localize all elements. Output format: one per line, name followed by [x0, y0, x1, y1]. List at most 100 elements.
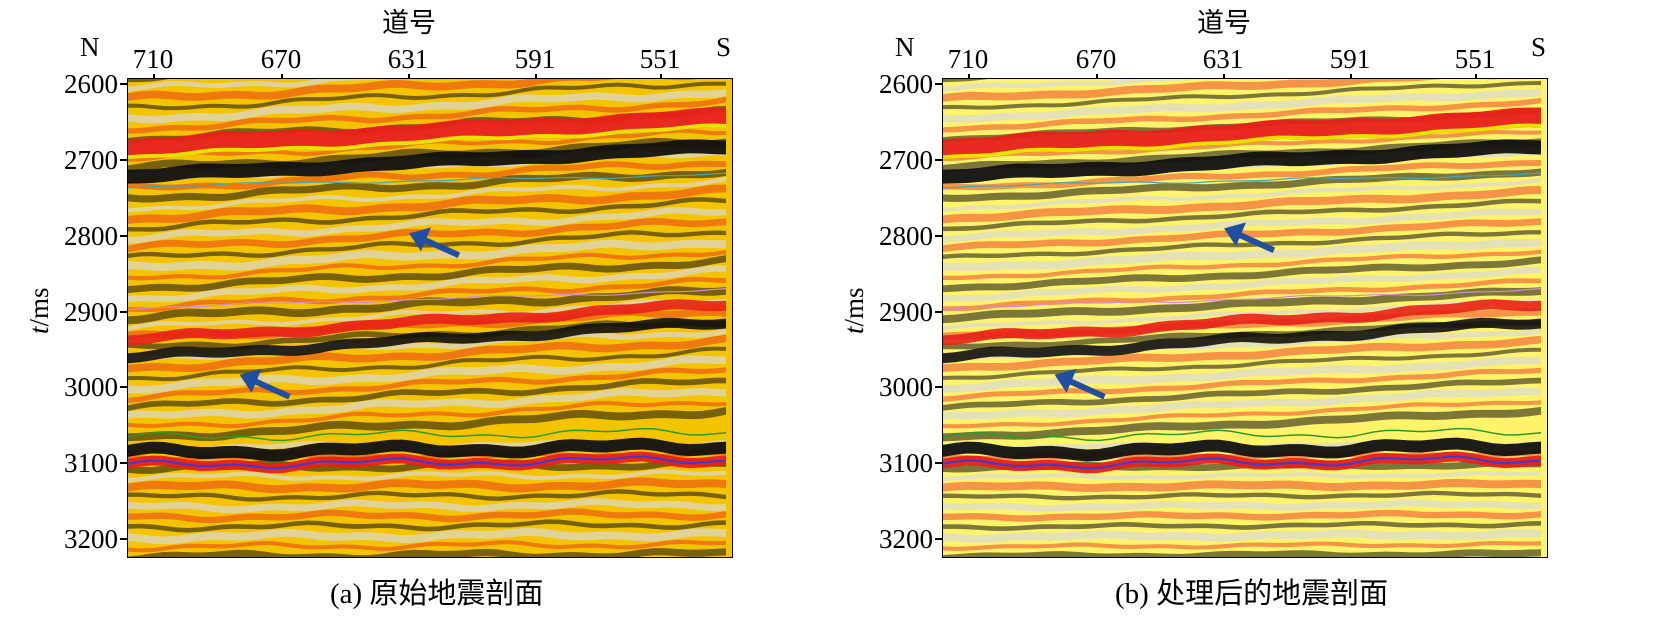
y-tick-label: 2600 [64, 69, 118, 99]
reflector [128, 255, 727, 294]
y-tick-label: 3000 [879, 372, 933, 402]
reflector [128, 377, 727, 412]
reflector [128, 176, 727, 213]
south-label: S [716, 32, 732, 62]
reflector [943, 509, 1542, 522]
reflector [943, 540, 1542, 551]
reflector [128, 539, 727, 553]
reflector [943, 88, 1542, 123]
y-tick-mark [120, 538, 128, 540]
x-axis-title: 道号 [1197, 8, 1251, 38]
y-tick-mark [120, 386, 128, 388]
reflector [128, 89, 727, 124]
reflector [943, 230, 1542, 260]
reflector [128, 277, 727, 313]
y-tick-label: 2900 [879, 297, 933, 327]
horizon-line [128, 455, 727, 470]
reflector [943, 549, 1542, 557]
arrow-icon [239, 368, 291, 400]
y-tick-label: 2600 [879, 69, 933, 99]
y-axis-label-italic: t [839, 326, 869, 334]
reflector [943, 266, 1542, 302]
strong-reflector [943, 299, 1542, 346]
reflector [128, 79, 383, 92]
horizon-line [943, 288, 1542, 311]
y-axis-label-italic: t [24, 326, 54, 334]
y-tick-label: 2800 [879, 221, 933, 251]
strong-reflector [943, 107, 1542, 160]
y-tick-label: 3100 [879, 448, 933, 478]
arrow-icon [1054, 368, 1106, 400]
arrow-icon [409, 227, 461, 258]
y-axis-label-unit: /ms [839, 287, 869, 327]
horizon-line [943, 172, 1542, 189]
reflector [128, 79, 701, 102]
north-label: N [80, 32, 100, 62]
x-tick-label: 591 [1329, 44, 1371, 74]
panel-processed: 道号 N S 710 670 631 591 551 2600 2700 280… [815, 0, 1654, 638]
horizon-line [943, 123, 1542, 160]
panel-original: 道号 N S 710 670 631 591 551 2600 2700 280… [0, 0, 800, 638]
reflector [128, 96, 727, 134]
reflector [128, 508, 727, 524]
reflector [128, 249, 727, 281]
caption: (a) 原始地震剖面 [330, 578, 544, 610]
reflector [943, 238, 1542, 271]
x-tick-label: 551 [639, 44, 681, 74]
reflector [943, 79, 989, 83]
reflector [943, 335, 1542, 372]
south-label: S [1531, 32, 1547, 62]
x-tick-label: 631 [387, 44, 429, 74]
reflector [943, 470, 1542, 482]
reflector [128, 79, 169, 83]
strong-reflector [128, 139, 727, 184]
y-tick-mark [120, 235, 128, 237]
horizon-line [943, 455, 1542, 470]
arrow-head [239, 368, 262, 393]
reflector [943, 97, 1542, 133]
reflector [943, 198, 1542, 232]
arrow-head [1054, 368, 1077, 393]
strong-reflector [943, 317, 1542, 364]
y-tick-mark [120, 83, 128, 85]
reflector [943, 529, 1542, 543]
y-tick-mark [935, 386, 943, 388]
arrow-icon [1224, 222, 1276, 254]
y-tick-mark [120, 159, 128, 161]
horizon-line [128, 172, 727, 189]
reflector [943, 400, 1542, 429]
reflector [128, 388, 727, 419]
reflector [943, 249, 1542, 281]
reflector [128, 207, 727, 244]
y-tick-label: 2800 [64, 221, 118, 251]
reflector [943, 80, 1542, 110]
y-tick-mark [935, 311, 943, 313]
y-tick-label: 3100 [64, 448, 118, 478]
arrow-shaft [250, 377, 291, 400]
reflector [943, 520, 1542, 532]
y-axis-label: t/ms [839, 287, 870, 334]
arrow-shaft [1065, 377, 1106, 400]
y-tick-label: 2900 [64, 297, 118, 327]
arrow-head [409, 227, 431, 252]
y-tick-mark [120, 311, 128, 313]
horizon-line [128, 288, 727, 311]
y-tick-label: 3200 [64, 524, 118, 554]
x-tick-label: 631 [1202, 44, 1244, 74]
reflector [128, 81, 727, 111]
reflector [128, 477, 727, 494]
reflector [128, 489, 727, 502]
seismic-section-processed [942, 78, 1548, 558]
reflector [943, 278, 1542, 312]
x-tick-label: 591 [514, 44, 556, 74]
y-tick-mark [120, 462, 128, 464]
reflector [943, 347, 1542, 380]
strong-reflector [943, 437, 1542, 462]
reflector [128, 548, 727, 557]
arrow-shaft [419, 235, 461, 258]
reflector [128, 239, 727, 271]
y-tick-mark [935, 83, 943, 85]
reflector [943, 499, 1542, 512]
y-tick-label: 3000 [64, 372, 118, 402]
north-label: N [895, 32, 915, 62]
